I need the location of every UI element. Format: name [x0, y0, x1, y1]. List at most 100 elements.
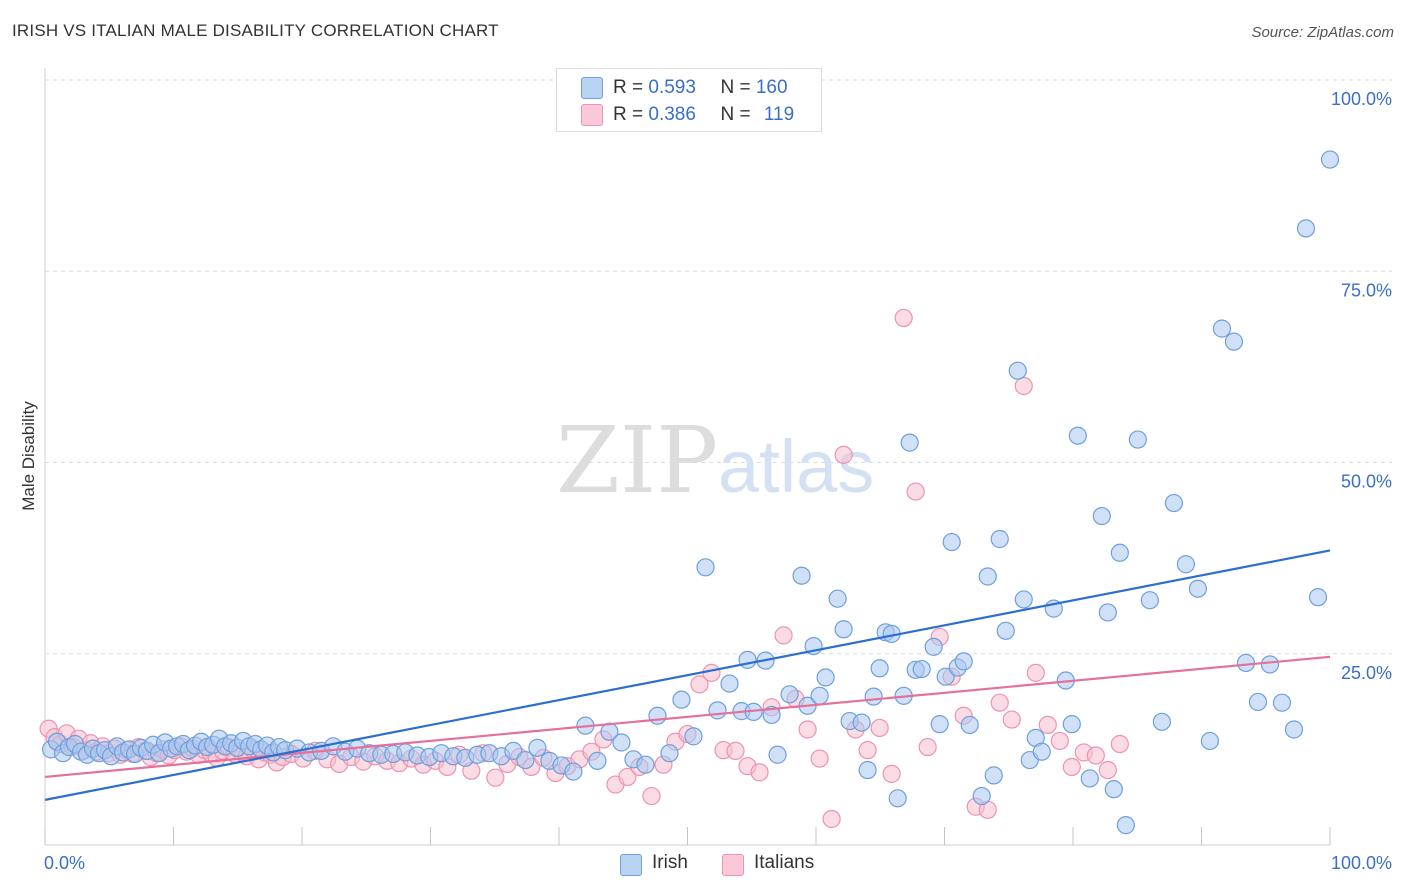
- italians-point: [822, 809, 841, 829]
- italians-point: [486, 768, 505, 787]
- irish-point: [1308, 588, 1328, 607]
- irish-point: [1128, 430, 1147, 449]
- irish-point: [888, 789, 907, 808]
- irish-point: [1296, 219, 1316, 238]
- legend-r-value: 0.593: [648, 77, 696, 98]
- irish-point: [936, 667, 955, 686]
- irish-point: [1116, 816, 1135, 835]
- legend-n-value: 160: [755, 77, 788, 98]
- irish-point: [636, 755, 655, 774]
- legend-box: R = 0.593 N = 160 R = 0.386 N = 119: [556, 68, 822, 132]
- irish-points: [41, 150, 1340, 835]
- irish-legend-label: Irish: [652, 852, 688, 873]
- irish-point: [792, 566, 811, 585]
- irish-point: [960, 715, 979, 734]
- italians-point: [702, 663, 721, 682]
- irish-point: [708, 701, 727, 720]
- irish-point: [1008, 361, 1027, 380]
- irish-point: [972, 786, 991, 806]
- italians-point: [990, 693, 1009, 712]
- italians-point: [726, 741, 745, 761]
- irish-point: [1164, 493, 1183, 513]
- irish-point: [648, 706, 667, 725]
- gridlines: [45, 79, 1392, 655]
- irish-point: [852, 713, 871, 732]
- italians-point: [1038, 715, 1057, 734]
- x-tick-label: 100.0%: [1331, 853, 1392, 873]
- italians-point: [918, 737, 937, 757]
- italians-point: [774, 626, 793, 645]
- italians-point: [618, 767, 637, 787]
- irish-point: [612, 733, 631, 752]
- italians-point: [810, 749, 829, 768]
- legend-n-label: N =: [720, 77, 756, 98]
- irish-point: [1272, 693, 1292, 712]
- irish-point: [870, 659, 889, 678]
- y-axis-label: Male Disability: [19, 401, 38, 511]
- irish-point: [1104, 780, 1123, 799]
- italians-point: [1062, 757, 1081, 777]
- irish-point: [504, 741, 523, 761]
- italians-point: [1026, 663, 1045, 682]
- trend-lines: [44, 549, 1331, 801]
- irish-point: [900, 433, 919, 452]
- italians-point: [1110, 734, 1129, 754]
- irish-point: [1248, 692, 1268, 712]
- irish-point: [696, 558, 715, 577]
- irish-point: [768, 745, 787, 764]
- irish-point: [834, 620, 853, 639]
- italians-point: [882, 764, 901, 783]
- italians-trend-line: [44, 655, 1331, 779]
- y-tick-label: 50.0%: [1341, 472, 1392, 492]
- irish-point: [1140, 591, 1159, 610]
- irish-point: [1200, 731, 1220, 751]
- irish-point: [672, 690, 691, 709]
- irish-point: [1068, 426, 1087, 445]
- italians-point: [906, 482, 925, 501]
- italians-swatch: [722, 854, 744, 876]
- irish-point: [588, 751, 607, 770]
- irish-point: [1092, 506, 1111, 526]
- italians-legend-label: Italians: [754, 852, 815, 873]
- italians-point: [1014, 376, 1033, 396]
- irish-point: [528, 738, 547, 757]
- italians-point: [894, 308, 913, 328]
- irish-point: [1284, 720, 1304, 739]
- irish-point: [738, 650, 757, 669]
- y-tick-label: 75.0%: [1341, 280, 1392, 300]
- irish-point: [990, 529, 1009, 549]
- irish-point: [1260, 655, 1280, 674]
- irish-point: [720, 674, 739, 693]
- axes: [44, 68, 1331, 846]
- irish-point: [660, 744, 679, 763]
- irish-point: [516, 750, 535, 770]
- irish-point: [1152, 712, 1171, 731]
- irish-swatch: [620, 854, 642, 876]
- irish-point: [1014, 590, 1033, 609]
- irish-point: [924, 637, 943, 656]
- irish-point: [810, 686, 829, 705]
- source-label: Source: ZipAtlas.com: [1251, 24, 1394, 41]
- y-tick-label: 100.0%: [1331, 89, 1392, 109]
- irish-point: [978, 567, 997, 586]
- legend-n-value: 119: [763, 104, 795, 125]
- irish-swatch: [581, 77, 603, 99]
- legend-r-value: 0.386: [648, 104, 696, 125]
- irish-point: [930, 715, 949, 734]
- x-tick-label: 0.0%: [44, 853, 85, 873]
- irish-point: [1320, 150, 1340, 169]
- irish-point: [762, 705, 781, 725]
- italians-point: [1098, 760, 1117, 780]
- irish-point: [1098, 603, 1117, 622]
- chart-title: IRISH VS ITALIAN MALE DISABILITY CORRELA…: [12, 21, 499, 40]
- irish-point: [942, 532, 961, 552]
- irish-point: [1080, 769, 1099, 788]
- irish-point: [912, 659, 931, 679]
- irish-point: [984, 766, 1003, 785]
- legend-n-label: N =: [720, 104, 756, 125]
- irish-point: [1110, 543, 1129, 562]
- italians-point: [750, 763, 769, 782]
- irish-point: [816, 668, 835, 687]
- irish-point: [1188, 579, 1207, 598]
